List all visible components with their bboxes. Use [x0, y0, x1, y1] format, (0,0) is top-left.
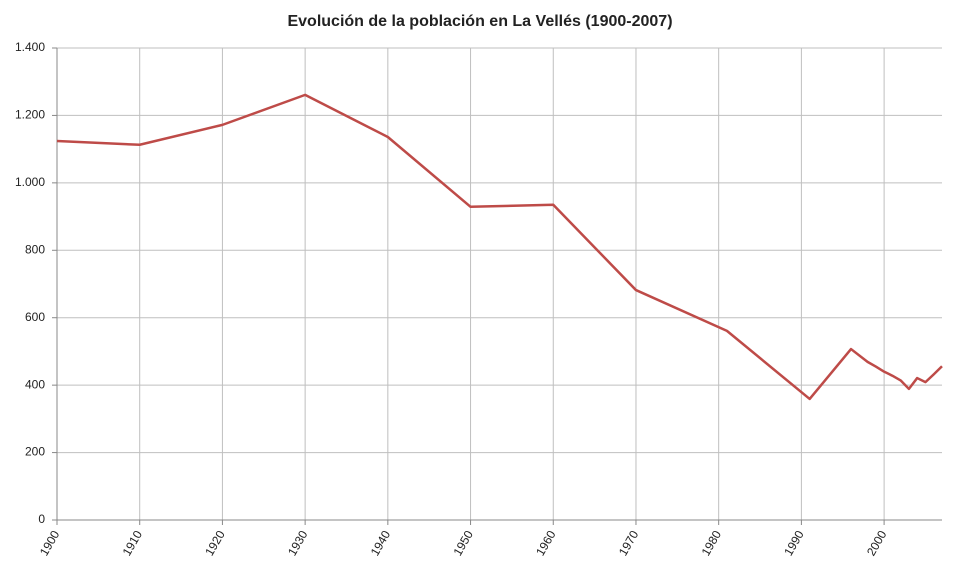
- y-tick-label: 1.200: [15, 108, 45, 122]
- chart-title: Evolución de la población en La Vellés (…: [287, 13, 672, 30]
- y-tick-label: 200: [25, 445, 45, 459]
- y-tick-label: 400: [25, 377, 45, 391]
- y-tick-label: 800: [25, 242, 45, 256]
- y-tick-label: 1.000: [15, 175, 45, 189]
- data-line: [56, 93, 943, 401]
- y-tick-label: 600: [25, 310, 45, 324]
- y-tick-label: 1.400: [15, 40, 45, 54]
- y-tick-label: 0: [38, 512, 45, 526]
